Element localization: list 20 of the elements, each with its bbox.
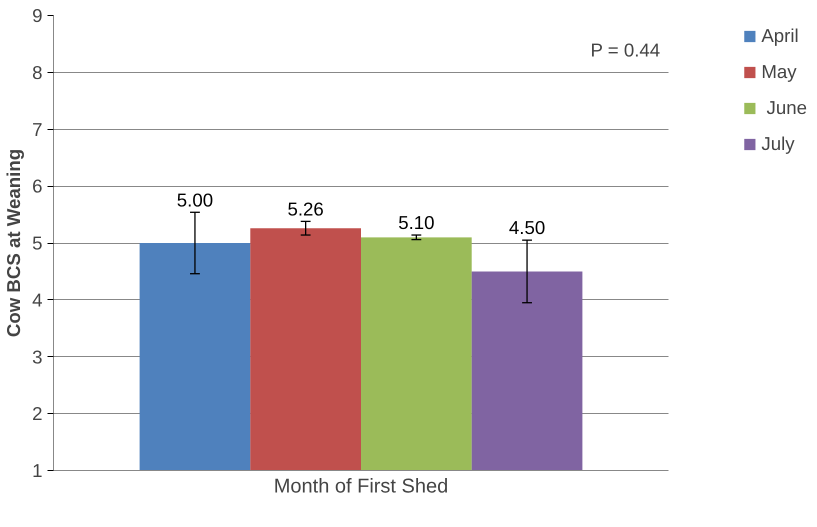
annotation: P = 0.44 [590, 40, 660, 60]
y-tick-label: 5 [32, 232, 43, 254]
y-tick-label: 7 [32, 118, 43, 140]
data-label: 5.00 [176, 189, 214, 210]
y-tick-label: 4 [32, 289, 43, 310]
data-label: 5.10 [398, 212, 435, 234]
legend-label: June [766, 97, 807, 119]
legend-label: July [761, 133, 795, 155]
x-axis-title: Month of First Shed [274, 476, 448, 498]
y-tick-label: 3 [32, 346, 43, 368]
y-axis-title: Cow BCS at Weaning [3, 148, 24, 338]
y-tick-label: 1 [32, 460, 43, 481]
y-tick-label: 8 [32, 62, 43, 83]
data-label: 5.26 [287, 198, 324, 220]
data-label: 4.50 [508, 217, 546, 238]
y-tick-label: 2 [32, 403, 43, 424]
y-tick-label: 6 [32, 176, 43, 197]
y-tick-label: 9 [32, 5, 43, 26]
legend-label: May [761, 61, 797, 83]
legend-label: April [761, 25, 799, 47]
